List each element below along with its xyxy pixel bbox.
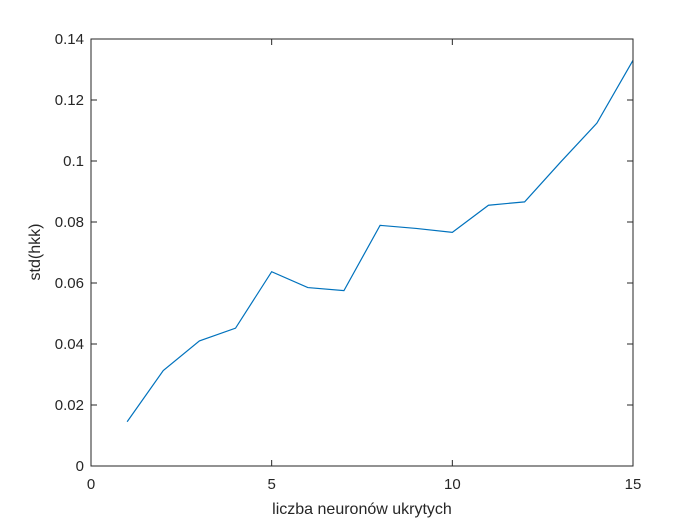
y-tick-label: 0.08 <box>55 214 84 231</box>
x-axis-label: liczba neuronów ukrytych <box>272 501 452 518</box>
y-tick-label: 0.14 <box>55 31 84 48</box>
y-tick-label: 0.12 <box>55 92 84 109</box>
series-line <box>126 60 634 423</box>
x-tick-label: 15 <box>625 476 642 493</box>
x-tick-label: 5 <box>267 476 275 493</box>
x-tick-label: 10 <box>444 476 461 493</box>
y-tick-label: 0.02 <box>55 397 84 414</box>
series-group <box>126 60 634 423</box>
tick-labels: 0 5 10 15 0 0.02 0.04 0.06 0.08 0.1 0.12 0.14 <box>55 31 642 493</box>
x-tick-label: 0 <box>87 476 95 493</box>
axes-box <box>90 38 634 467</box>
y-tick-label: 0 <box>76 458 84 475</box>
y-tick-label: 0.1 <box>63 153 84 170</box>
y-tick-label: 0.06 <box>55 275 84 292</box>
plot-area <box>91 39 633 466</box>
y-tick-label: 0.04 <box>55 336 84 353</box>
y-axis-label: std(hkk) <box>27 224 44 281</box>
